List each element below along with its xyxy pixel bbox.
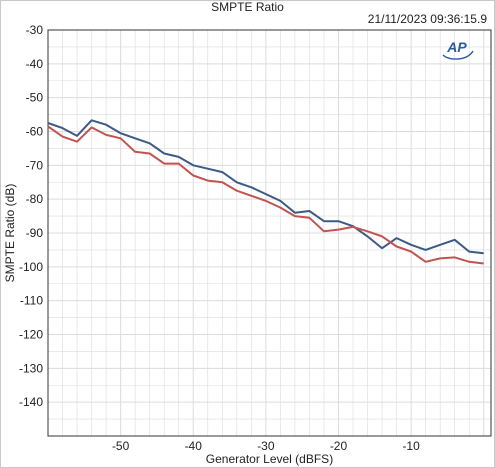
plot-area xyxy=(47,29,492,437)
series-line-2 xyxy=(47,125,484,265)
y-tick-label: -120 xyxy=(19,328,43,342)
y-tick-label: -130 xyxy=(19,361,43,375)
chart-title: SMPTE Ratio xyxy=(211,0,284,14)
y-tick-label: -30 xyxy=(26,23,44,37)
grid xyxy=(48,30,491,436)
x-tick-label: -50 xyxy=(112,439,130,453)
x-tick-label: -40 xyxy=(185,439,203,453)
y-tick-label: -60 xyxy=(26,125,44,139)
y-tick-label: -50 xyxy=(26,91,44,105)
y-tick-label: -140 xyxy=(19,395,43,409)
y-tick-label: -90 xyxy=(26,226,44,240)
y-tick-label: -70 xyxy=(26,158,44,172)
series-group xyxy=(47,119,484,265)
x-tick-label: -30 xyxy=(257,439,275,453)
y-tick-label: -40 xyxy=(26,57,44,71)
ap-logo-icon: AP xyxy=(442,39,474,60)
y-axis-label: SMPTE Ratio (dB) xyxy=(3,184,17,283)
y-tick-label: -80 xyxy=(26,192,44,206)
x-tick-label: -20 xyxy=(330,439,348,453)
svg-text:AP: AP xyxy=(446,39,467,55)
chart-timestamp: 21/11/2023 09:36:15.9 xyxy=(367,12,487,26)
y-tick-label: -100 xyxy=(19,260,43,274)
x-axis-label: Generator Level (dBFS) xyxy=(206,452,333,466)
series-line-1 xyxy=(47,119,484,255)
x-tick-label: -10 xyxy=(402,439,420,453)
tick-labels: -30 -40 -50 -60 -70 -80 -90 -100 -110 -120 -130 -14… xyxy=(19,23,420,453)
y-tick-label: -110 xyxy=(20,294,43,308)
